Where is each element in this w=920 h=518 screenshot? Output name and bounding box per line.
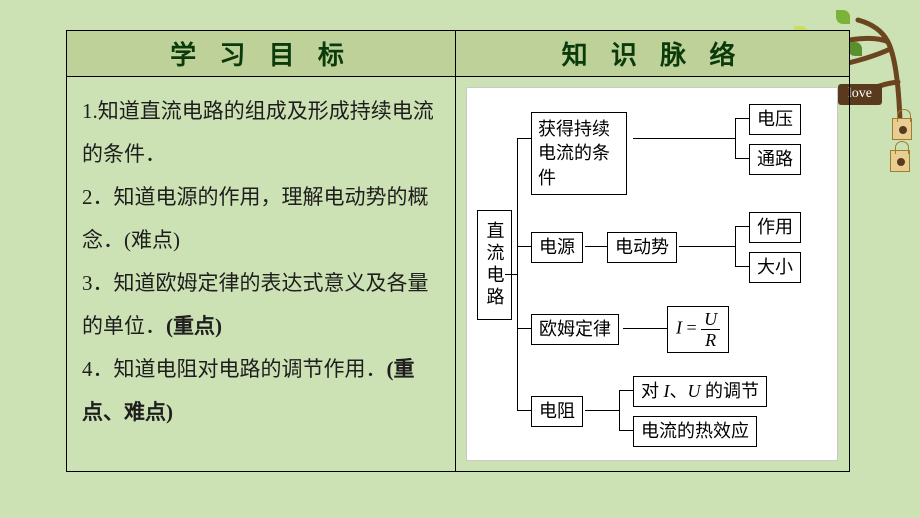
- node-b3-formula: I = UR: [667, 306, 729, 353]
- node-b1-c0: 电压: [749, 104, 801, 135]
- decor-leaf: [836, 10, 850, 24]
- objective-item: 1.知道直流电路的组成及形成持续电流的条件．: [82, 90, 440, 176]
- node-b1-c1: 通路: [749, 144, 801, 175]
- node-b2: 电源: [531, 232, 583, 263]
- node-b2-mid: 电动势: [607, 232, 677, 263]
- node-b3: 欧姆定律: [531, 314, 619, 345]
- content-table: 学 习 目 标 知 识 脉 络 1.知道直流电路的组成及形成持续电流的条件． 2…: [66, 30, 850, 472]
- node-b4-c1: 电流的热效应: [633, 416, 757, 447]
- node-b2-c0: 作用: [749, 212, 801, 243]
- header-objectives: 学 习 目 标: [67, 31, 456, 77]
- node-b1: 获得持续电流的条件: [531, 112, 627, 195]
- node-b4-c0: 对 I、U 的调节: [633, 376, 767, 407]
- header-mindmap: 知 识 脉 络: [456, 31, 850, 77]
- node-root: 直流电路: [477, 210, 512, 320]
- decor-birdhouse: [892, 118, 912, 140]
- objective-item: 3．知道欧姆定律的表达式意义及各量的单位．(重点): [82, 262, 440, 348]
- objective-item: 2．知道电源的作用，理解电动势的概念．(难点): [82, 176, 440, 262]
- node-b2-c1: 大小: [749, 252, 801, 283]
- decor-birdhouse: [890, 150, 910, 172]
- decor-leaf: [848, 42, 862, 56]
- mindmap-canvas: 直流电路 获得持续电流的条件 电压 通路 电源 电动势: [466, 87, 838, 461]
- node-b4: 电阻: [531, 396, 583, 427]
- objective-item: 4．知道电阻对电路的调节作用．(重点、难点): [82, 348, 440, 434]
- objectives-list: 1.知道直流电路的组成及形成持续电流的条件． 2．知道电源的作用，理解电动势的概…: [68, 78, 454, 450]
